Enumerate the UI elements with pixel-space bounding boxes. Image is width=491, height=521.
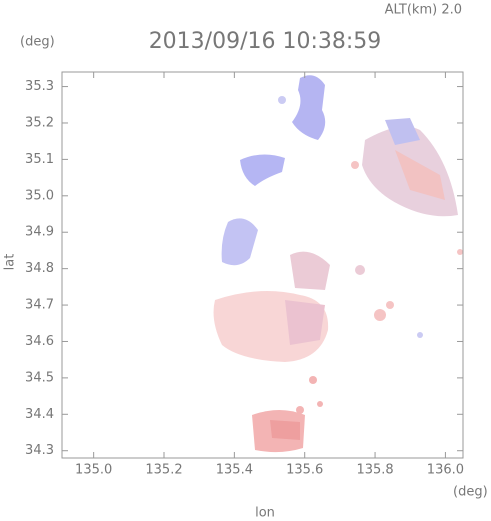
x-tick-label: 135.8 xyxy=(356,463,393,478)
y-tick-label: 34.7 xyxy=(25,298,54,313)
y-tick-label: 34.4 xyxy=(25,407,54,422)
y-axis-label: lat xyxy=(3,254,18,271)
y-unit: (deg) xyxy=(20,35,55,50)
x-tick-label: 135.4 xyxy=(216,463,253,478)
chart-title: 2013/09/16 10:38:59 xyxy=(149,29,382,54)
y-tick-label: 34.5 xyxy=(25,370,54,385)
y-tick-label: 35.0 xyxy=(25,188,54,203)
plot-frame xyxy=(61,71,464,459)
y-tick-label: 34.3 xyxy=(25,443,54,458)
x-tick-label: 135.6 xyxy=(286,463,323,478)
y-tick-label: 34.6 xyxy=(25,334,54,349)
x-tick-label: 135.2 xyxy=(145,463,182,478)
y-tick-label: 34.8 xyxy=(25,261,54,276)
y-tick-label: 35.3 xyxy=(25,79,54,94)
y-tick-label: 35.2 xyxy=(25,115,54,130)
y-tick-label: 34.9 xyxy=(25,225,54,240)
x-tick-label: 135.0 xyxy=(75,463,112,478)
y-tick-label: 35.1 xyxy=(25,152,54,167)
x-unit: (deg) xyxy=(453,485,488,500)
x-tick-label: 136.0 xyxy=(427,463,464,478)
altitude-label: ALT(km) 2.0 xyxy=(385,3,462,18)
x-axis-label: lon xyxy=(255,506,275,521)
radar-echoes xyxy=(213,75,463,453)
